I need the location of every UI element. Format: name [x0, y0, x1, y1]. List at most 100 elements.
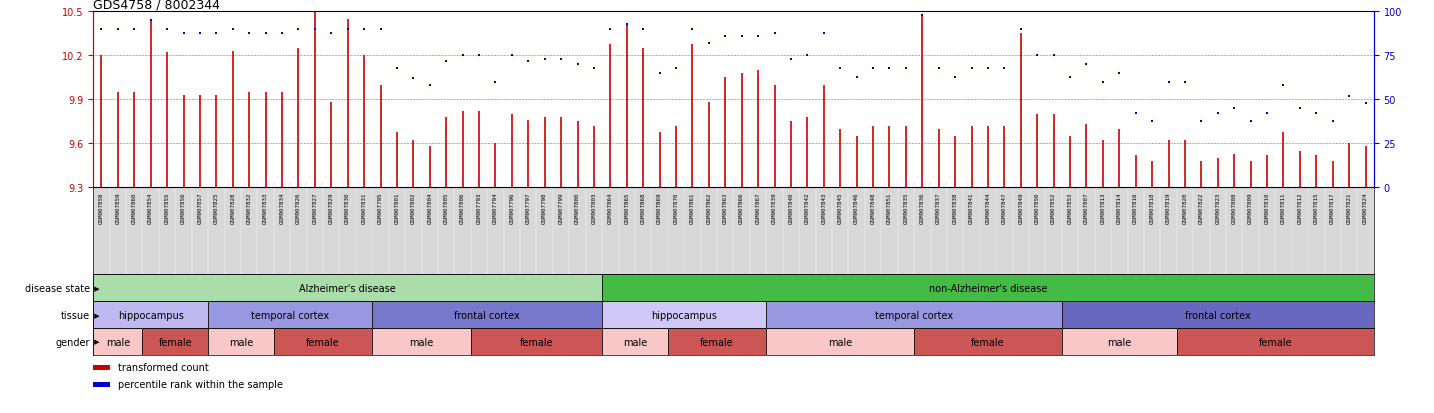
- Text: GSM907803: GSM907803: [591, 192, 597, 224]
- Text: GSM907843: GSM907843: [822, 192, 826, 224]
- Text: GSM907852: GSM907852: [1051, 192, 1055, 224]
- Text: GSM907836: GSM907836: [919, 192, 925, 224]
- Text: GSM907806: GSM907806: [460, 192, 465, 224]
- Bar: [766, 328, 913, 355]
- Bar: [1177, 328, 1374, 355]
- Text: GSM907862: GSM907862: [707, 192, 711, 224]
- Text: GSM907869: GSM907869: [657, 192, 663, 224]
- Text: GSM907822: GSM907822: [1199, 192, 1205, 224]
- Bar: [766, 301, 1061, 328]
- Text: GSM907798: GSM907798: [542, 192, 548, 224]
- Text: GSM907847: GSM907847: [1002, 192, 1007, 224]
- Text: GSM907813: GSM907813: [1100, 192, 1106, 224]
- Text: GSM907801: GSM907801: [394, 192, 400, 224]
- Text: GSM907864: GSM907864: [608, 192, 612, 224]
- Text: GSM907799: GSM907799: [559, 192, 564, 224]
- Text: GSM907820: GSM907820: [1183, 192, 1187, 224]
- Text: GSM907810: GSM907810: [1265, 192, 1269, 224]
- Text: GSM907841: GSM907841: [969, 192, 974, 224]
- Bar: [373, 328, 470, 355]
- Text: ▶: ▶: [92, 312, 99, 318]
- Text: GSM907796: GSM907796: [509, 192, 515, 224]
- Text: ▶: ▶: [92, 285, 99, 291]
- Text: GSM907849: GSM907849: [1018, 192, 1024, 224]
- Text: GSM907821: GSM907821: [1347, 192, 1352, 224]
- Text: female: female: [307, 337, 340, 347]
- Text: GSM907838: GSM907838: [952, 192, 958, 224]
- Text: percentile rank within the sample: percentile rank within the sample: [118, 379, 282, 389]
- Text: GSM907860: GSM907860: [132, 192, 136, 224]
- Bar: [142, 328, 208, 355]
- Text: GSM907828: GSM907828: [231, 192, 235, 224]
- Text: GSM907815: GSM907815: [1314, 192, 1319, 224]
- Text: GSM907851: GSM907851: [888, 192, 892, 224]
- Text: temporal cortex: temporal cortex: [251, 310, 330, 320]
- Text: GSM907859: GSM907859: [115, 192, 120, 224]
- Text: GSM907797: GSM907797: [526, 192, 531, 224]
- Bar: [602, 328, 668, 355]
- Text: transformed count: transformed count: [118, 363, 208, 373]
- Text: GDS4758 / 8002344: GDS4758 / 8002344: [93, 0, 221, 11]
- Text: GSM907818: GSM907818: [1150, 192, 1154, 224]
- Text: GSM907853: GSM907853: [1067, 192, 1073, 224]
- Text: GSM907825: GSM907825: [214, 192, 219, 224]
- Bar: [93, 328, 142, 355]
- Text: female: female: [159, 337, 192, 347]
- Text: male: male: [1107, 337, 1131, 347]
- Text: GSM907845: GSM907845: [837, 192, 843, 224]
- Bar: [208, 301, 373, 328]
- Text: frontal cortex: frontal cortex: [1184, 310, 1250, 320]
- Text: female: female: [519, 337, 554, 347]
- Text: GSM907840: GSM907840: [789, 192, 793, 224]
- Text: GSM907846: GSM907846: [855, 192, 859, 224]
- Text: GSM907855: GSM907855: [165, 192, 169, 224]
- Text: GSM907844: GSM907844: [985, 192, 991, 224]
- Text: GSM907816: GSM907816: [1133, 192, 1139, 224]
- Bar: [470, 328, 602, 355]
- Text: GSM907802: GSM907802: [412, 192, 416, 224]
- Text: frontal cortex: frontal cortex: [455, 310, 521, 320]
- Text: GSM907868: GSM907868: [641, 192, 645, 224]
- Bar: [93, 301, 208, 328]
- Bar: [208, 328, 274, 355]
- Text: male: male: [827, 337, 852, 347]
- Text: GSM907850: GSM907850: [1035, 192, 1040, 224]
- Text: GSM907827: GSM907827: [313, 192, 317, 224]
- Text: GSM907833: GSM907833: [262, 192, 268, 224]
- Text: GSM907829: GSM907829: [328, 192, 334, 224]
- Text: GSM907823: GSM907823: [1215, 192, 1220, 224]
- Text: GSM907805: GSM907805: [443, 192, 449, 224]
- Text: hippocampus: hippocampus: [118, 310, 184, 320]
- Bar: [1061, 328, 1177, 355]
- Text: disease state: disease state: [26, 283, 90, 293]
- Text: GSM907795: GSM907795: [379, 192, 383, 224]
- Text: GSM907819: GSM907819: [1166, 192, 1172, 224]
- Text: GSM907812: GSM907812: [1298, 192, 1302, 224]
- Bar: [93, 275, 602, 301]
- Text: GSM907848: GSM907848: [870, 192, 876, 224]
- Text: female: female: [700, 337, 734, 347]
- Text: male: male: [106, 337, 130, 347]
- Text: female: female: [1259, 337, 1292, 347]
- Text: GSM907857: GSM907857: [198, 192, 202, 224]
- Text: GSM907794: GSM907794: [493, 192, 498, 224]
- Text: GSM907858: GSM907858: [99, 192, 103, 224]
- Text: ▶: ▶: [92, 339, 99, 345]
- Bar: [668, 328, 766, 355]
- Text: GSM907854: GSM907854: [148, 192, 153, 224]
- Text: GSM907824: GSM907824: [1364, 192, 1368, 224]
- Text: GSM907809: GSM907809: [1248, 192, 1253, 224]
- Text: GSM907861: GSM907861: [690, 192, 695, 224]
- Text: GSM907837: GSM907837: [936, 192, 941, 224]
- Text: GSM907807: GSM907807: [1084, 192, 1088, 224]
- Text: GSM907814: GSM907814: [1117, 192, 1121, 224]
- Text: GSM907842: GSM907842: [804, 192, 810, 224]
- Text: GSM907800: GSM907800: [575, 192, 579, 224]
- Text: non-Alzheimer's disease: non-Alzheimer's disease: [929, 283, 1047, 293]
- Text: GSM907817: GSM907817: [1331, 192, 1335, 224]
- Bar: [602, 301, 766, 328]
- Text: female: female: [971, 337, 1005, 347]
- Text: GSM907867: GSM907867: [756, 192, 760, 224]
- Text: male: male: [229, 337, 252, 347]
- Bar: [373, 301, 602, 328]
